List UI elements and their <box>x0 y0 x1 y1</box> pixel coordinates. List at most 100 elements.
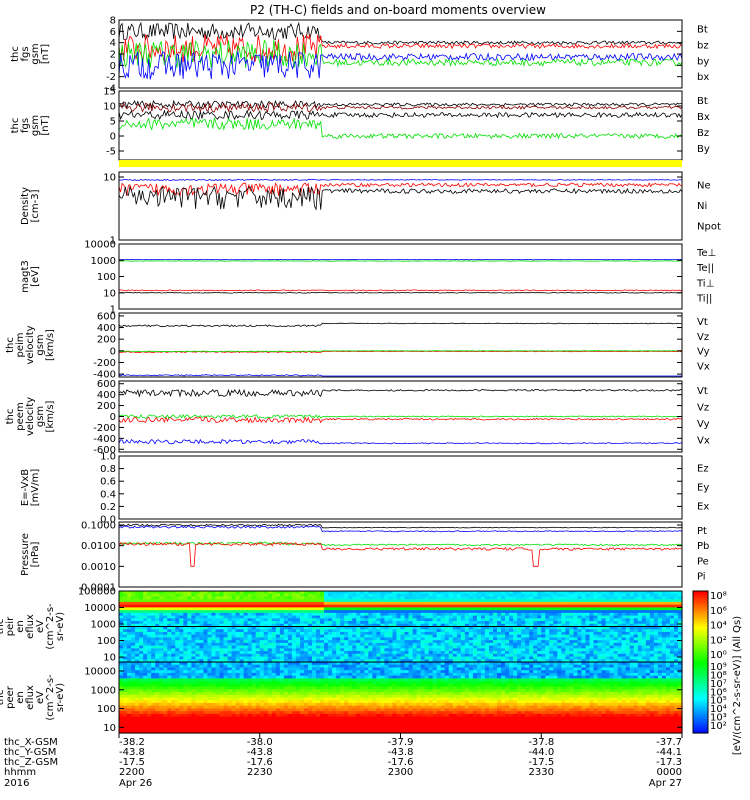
heat-cell <box>541 637 546 641</box>
heat-cell <box>239 615 245 619</box>
heat-cell <box>376 645 381 649</box>
heat-cell <box>231 722 237 726</box>
heat-cell <box>420 626 426 630</box>
heat-cell <box>420 593 426 598</box>
heat-cell <box>187 631 192 636</box>
heat-cell <box>231 659 237 663</box>
heat-cell <box>303 648 309 652</box>
heat-cell <box>637 604 643 608</box>
heat-cell <box>645 659 651 663</box>
heat-cell <box>167 607 172 611</box>
heat-cell <box>585 599 591 603</box>
heat-cell <box>231 637 237 641</box>
heat-cell <box>259 697 265 701</box>
heat-cell <box>396 631 402 636</box>
heat-cell <box>669 626 675 630</box>
heat-cell <box>279 697 285 701</box>
heat-cell <box>271 675 277 679</box>
heat-cell <box>553 637 558 641</box>
heat-cell <box>255 713 261 718</box>
heat-cell <box>645 593 651 598</box>
heat-cell <box>460 615 466 619</box>
heat-cell <box>231 705 237 710</box>
y-axis-label-line: gsm <box>35 406 46 427</box>
heat-cell <box>525 651 530 655</box>
heat-cell <box>199 626 205 630</box>
heat-cell <box>308 645 313 649</box>
heat-cell <box>533 653 538 658</box>
heat-cell <box>291 659 297 663</box>
heat-cell <box>267 667 273 671</box>
heat-cell <box>303 645 309 649</box>
heat-cell <box>183 623 188 628</box>
heat-cell <box>456 593 462 598</box>
heat-cell <box>316 591 321 595</box>
series-line-Vx <box>118 438 683 445</box>
heat-cell <box>380 637 386 641</box>
heat-cell <box>179 629 184 633</box>
heat-cell <box>127 700 132 704</box>
heat-cell <box>231 593 237 598</box>
heat-cell <box>649 634 655 639</box>
heat-cell <box>320 604 325 608</box>
heat-cell <box>219 591 225 595</box>
heat-cell <box>211 694 217 699</box>
heat-cell <box>283 702 289 707</box>
heat-cell <box>328 604 333 608</box>
heat-cell <box>424 601 430 606</box>
heat-cell <box>251 713 257 718</box>
heat-cell <box>255 667 261 671</box>
heat-cell <box>324 637 329 641</box>
heat-cell <box>400 645 406 649</box>
heat-cell <box>392 637 398 641</box>
heat-cell <box>505 612 510 617</box>
heat-cell <box>380 610 386 614</box>
heat-cell <box>573 621 579 625</box>
heat-cell <box>440 659 446 663</box>
heat-cell <box>155 637 160 641</box>
heat-cell <box>384 599 390 603</box>
heat-cell <box>380 651 386 655</box>
heat-cell <box>271 697 277 701</box>
heat-cell <box>183 607 188 611</box>
heat-cell <box>625 601 631 606</box>
y-tick-label: 400 <box>97 390 116 401</box>
heat-cell <box>227 675 233 679</box>
heat-cell <box>497 607 502 611</box>
heat-cell <box>525 615 530 619</box>
heat-cell <box>251 626 257 630</box>
heat-cell <box>537 634 542 639</box>
heat-cell <box>625 623 631 628</box>
heat-cell <box>139 645 144 649</box>
heat-cell <box>215 730 221 734</box>
heat-cell <box>653 618 659 622</box>
heat-cell <box>645 599 651 603</box>
heat-cell <box>669 612 675 617</box>
heat-cell <box>255 596 261 600</box>
heat-cell <box>320 656 325 660</box>
heat-cell <box>444 610 450 614</box>
heat-cell <box>227 672 233 677</box>
heat-cell <box>621 626 627 630</box>
heat-cell <box>155 626 160 630</box>
heat-cell <box>605 653 611 658</box>
heat-cell <box>364 634 369 639</box>
heat-cell <box>589 634 595 639</box>
heat-cell <box>428 642 434 647</box>
heat-cell <box>183 730 188 734</box>
heat-cell <box>641 607 647 611</box>
heat-cell <box>316 651 321 655</box>
heat-cell <box>525 626 530 630</box>
heat-cell <box>593 637 599 641</box>
heat-cell <box>263 596 269 600</box>
heat-cell <box>488 599 494 603</box>
heat-cell <box>159 719 164 723</box>
heat-cell <box>191 727 197 731</box>
heat-cell <box>127 656 132 660</box>
heat-cell <box>569 623 575 628</box>
heat-cell <box>497 596 502 600</box>
heat-cell <box>247 634 253 639</box>
heat-cell <box>255 623 261 628</box>
heat-cell <box>183 651 188 655</box>
heat-cell <box>352 612 357 617</box>
